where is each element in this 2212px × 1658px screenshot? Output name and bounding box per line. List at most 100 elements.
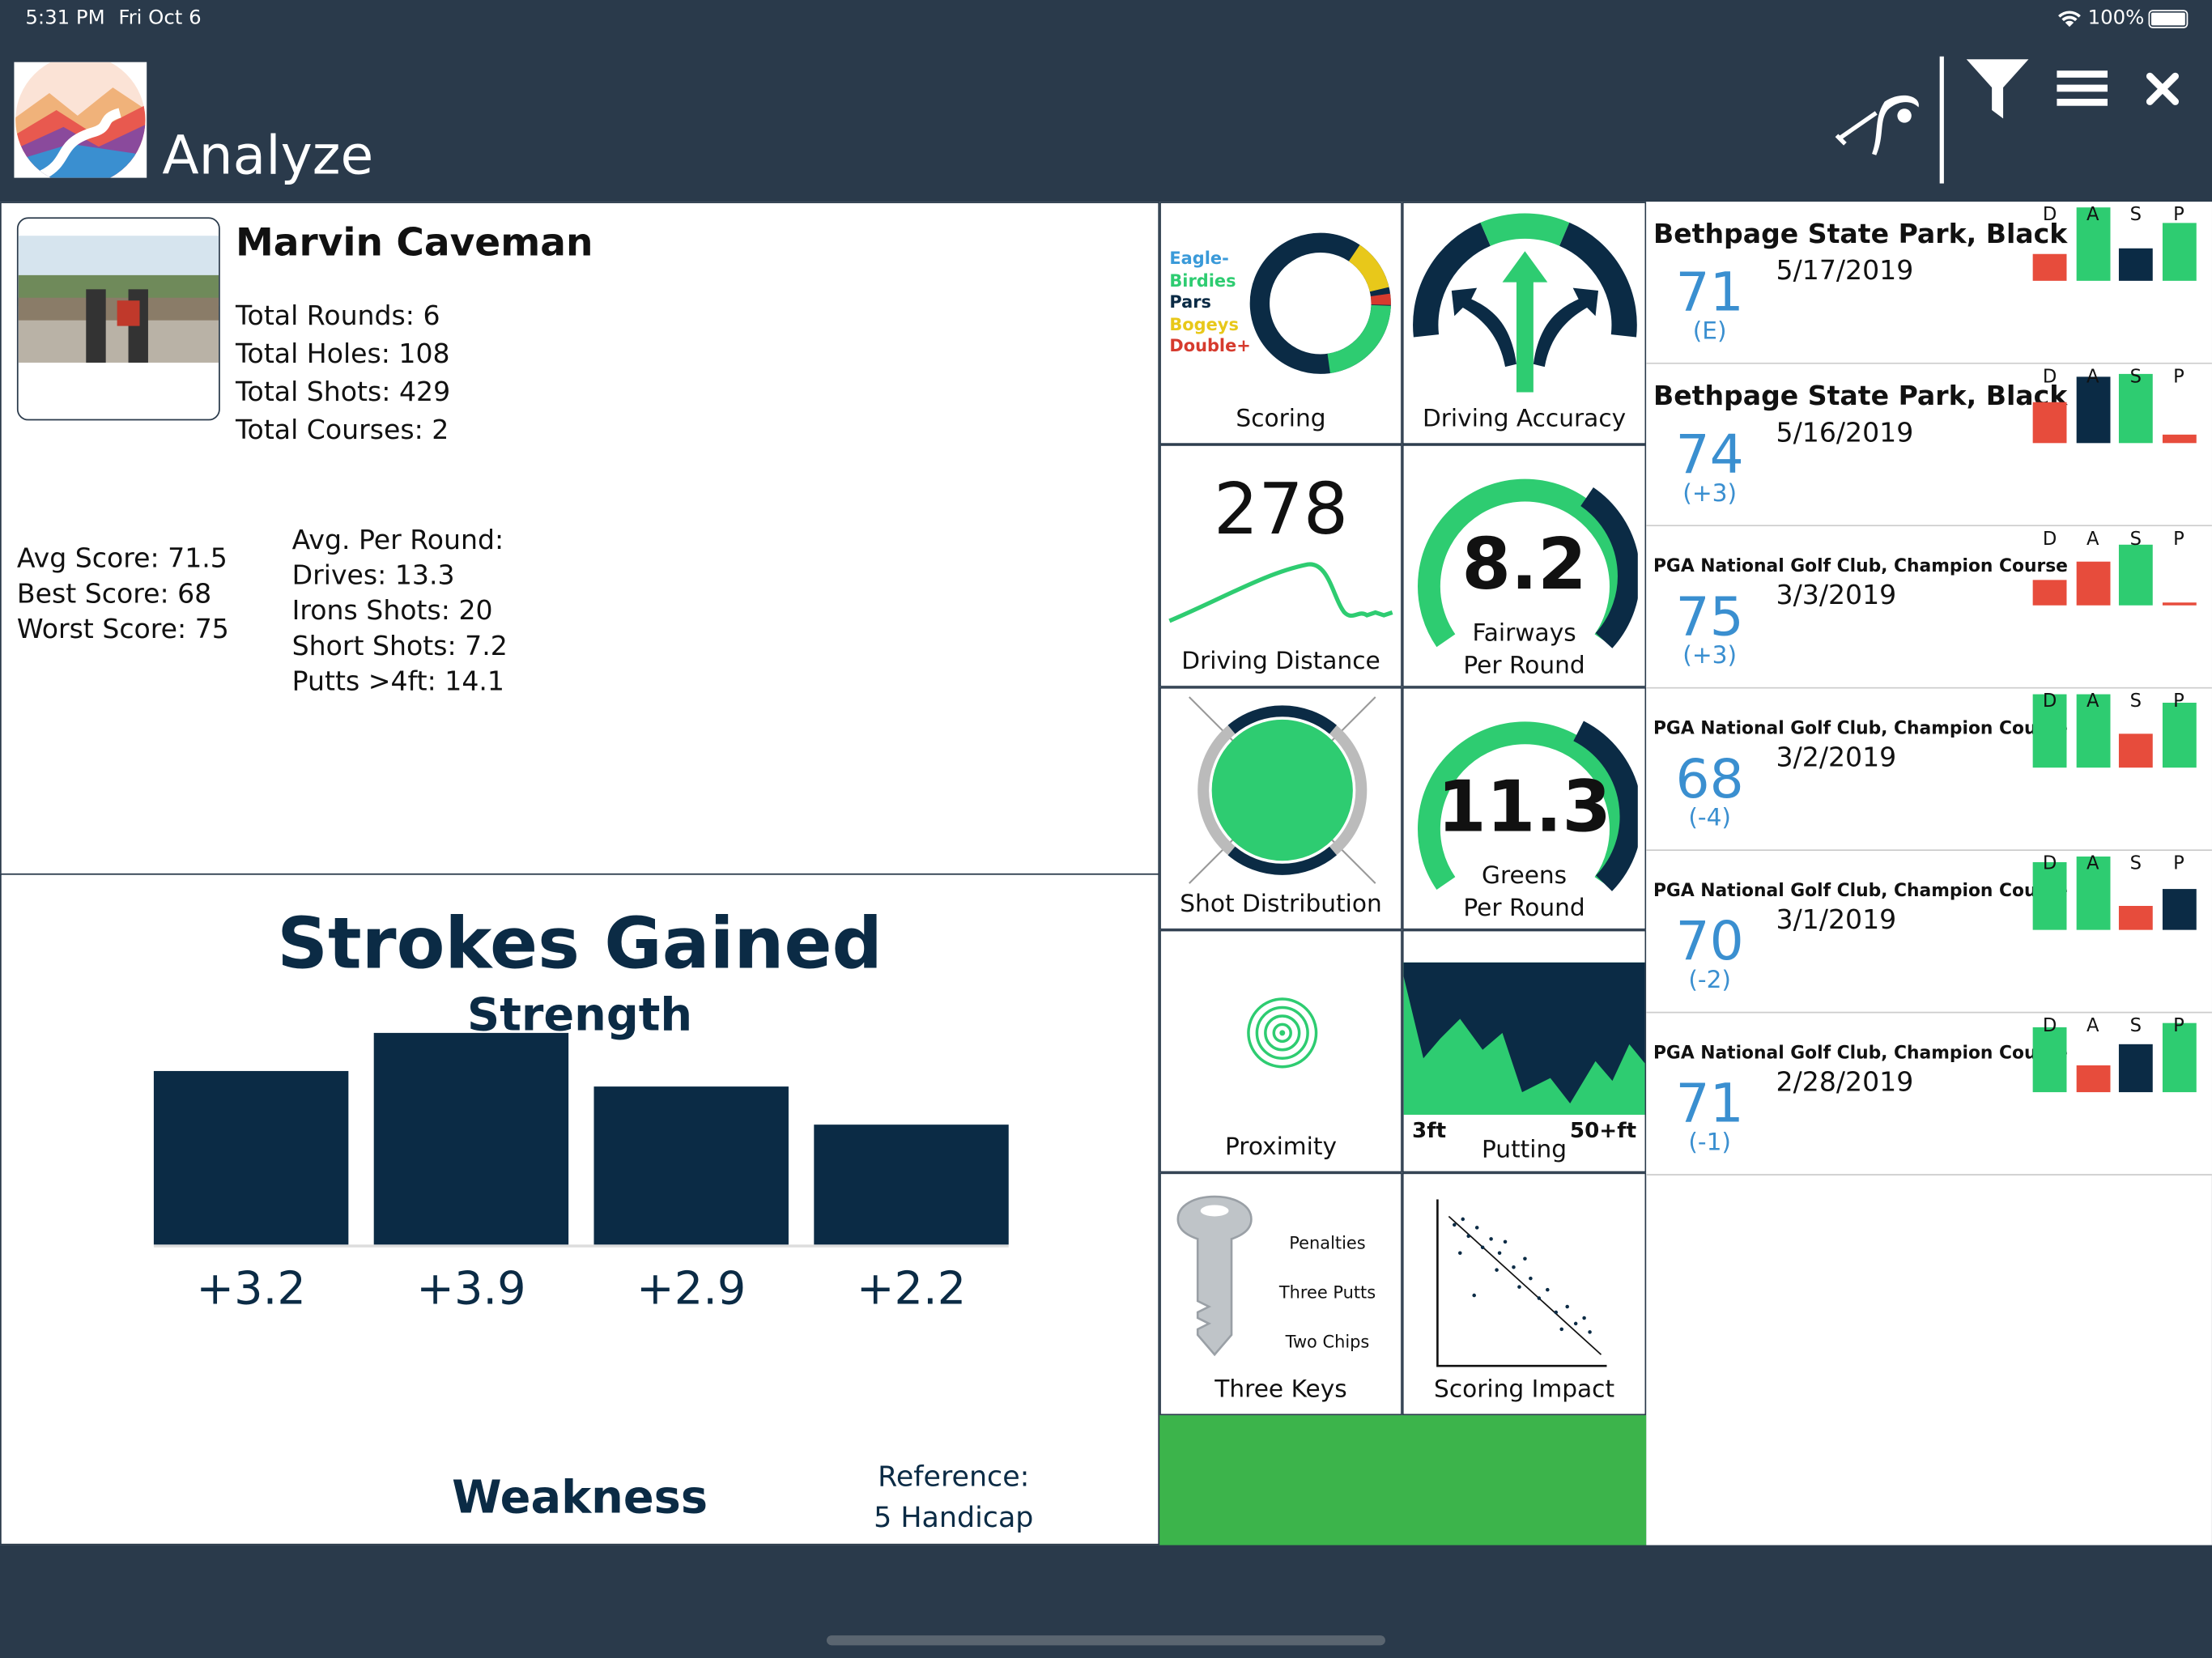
round-stat-letter: S — [2129, 367, 2142, 389]
strokes-gained-bar[interactable] — [593, 1086, 789, 1245]
reference-label: Reference: — [878, 1459, 1030, 1494]
key-three-putts: Three Putts — [1278, 1282, 1376, 1303]
key-icon — [1176, 1195, 1253, 1357]
strokes-gained-value-label: +2.2 — [856, 1261, 967, 1316]
round-stat-bar — [2118, 248, 2153, 281]
chart-baseline — [153, 1244, 1009, 1248]
player-name: Marvin Caveman — [235, 221, 593, 266]
greens-label-1: Greens — [1481, 861, 1568, 891]
weakness-label: Weakness — [452, 1470, 708, 1524]
strokes-gained-bar[interactable] — [814, 1124, 1009, 1245]
fairways-label-1: Fairways — [1472, 619, 1576, 648]
driving-accuracy-tile[interactable]: Driving Accuracy — [1402, 202, 1647, 445]
round-stat-bar — [2032, 1027, 2067, 1093]
legend-pars: Pars — [1169, 291, 1212, 312]
driving-distance-value: 278 — [1213, 468, 1349, 551]
round-score: 70 — [1675, 910, 1744, 972]
putts: Putts >4ft: 14.1 — [291, 665, 504, 698]
round-stat-letter: D — [2042, 691, 2057, 713]
scoring-impact-tile[interactable]: Scoring Impact — [1402, 1172, 1647, 1416]
filter-icon[interactable] — [1963, 57, 2031, 127]
round-stat-bar — [2032, 694, 2067, 768]
player-photo — [16, 217, 220, 421]
round-stat-letter: P — [2173, 853, 2184, 875]
greens-tile[interactable]: 11.3 Greens Per Round — [1402, 687, 1647, 930]
round-date: 3/3/2019 — [1776, 580, 1897, 611]
strokes-gained-value-label: +3.2 — [196, 1261, 306, 1316]
irons-shots: Irons Shots: 20 — [291, 595, 493, 627]
round-row[interactable]: PGA National Golf Club, Champion Course … — [1646, 1013, 2212, 1175]
round-stat-letter: A — [2086, 853, 2099, 875]
battery-icon — [2148, 10, 2189, 28]
fairways-tile[interactable]: 8.2 Fairways Per Round — [1402, 444, 1647, 687]
round-stat-letter: S — [2129, 529, 2142, 551]
strokes-gained-bar[interactable] — [373, 1032, 569, 1245]
player-summary-panel[interactable]: Marvin Caveman Total Rounds: 6 Total Hol… — [0, 202, 1160, 875]
round-stat-letter: P — [2173, 204, 2184, 226]
driving-distance-tile[interactable]: 278 Driving Distance — [1159, 444, 1402, 687]
round-stat-bar — [2032, 580, 2067, 606]
round-row[interactable]: PGA National Golf Club, Champion Course … — [1646, 688, 2212, 852]
round-stat-letter: S — [2129, 691, 2142, 713]
round-stat-bar — [2075, 857, 2110, 930]
round-row[interactable]: Bethpage State Park, Black 5/16/2019 74 … — [1646, 363, 2212, 527]
putting-label: Putting — [1481, 1136, 1568, 1164]
round-stat-letter: D — [2042, 367, 2057, 389]
page-title: Analyze — [162, 124, 374, 187]
round-score: 68 — [1675, 747, 1744, 810]
round-date: 3/1/2019 — [1776, 904, 1897, 936]
round-row[interactable]: Bethpage State Park, Black 5/17/2019 71 … — [1646, 202, 2212, 364]
round-stat-bar — [2162, 602, 2196, 606]
round-stat-bar — [2118, 1044, 2153, 1093]
avg-score: Avg Score: 71.5 — [16, 543, 228, 575]
round-to-par: (-4) — [1688, 804, 1731, 833]
scoring-tile[interactable]: Eagle- Birdies Pars Bogeys Double+ Scori… — [1159, 202, 1402, 445]
battery-percent: 100% — [2087, 6, 2145, 30]
per-round-stats: Avg. Per Round: Drives: 13.3 Irons Shots… — [292, 524, 508, 700]
round-score: 74 — [1675, 423, 1744, 486]
round-row[interactable]: PGA National Golf Club, Champion Course … — [1646, 526, 2212, 689]
reference-value: 5 Handicap — [874, 1499, 1034, 1534]
shot-distribution-tile[interactable]: Shot Distribution — [1159, 687, 1402, 930]
round-row[interactable]: PGA National Golf Club, Champion Course … — [1646, 851, 2212, 1014]
scoring-donut — [1249, 232, 1391, 374]
reference-note: Reference: 5 Handicap — [834, 1456, 1074, 1538]
round-stat-letter: D — [2042, 853, 2057, 875]
round-stat-bar — [2075, 694, 2110, 768]
round-stat-bar — [2162, 434, 2196, 444]
menu-icon[interactable] — [2057, 70, 2108, 113]
close-icon[interactable] — [2146, 72, 2180, 112]
fairways-value: 8.2 — [1461, 523, 1587, 606]
greens-value: 11.3 — [1437, 766, 1612, 848]
golfer-icon[interactable] — [1834, 87, 1925, 167]
scoring-label: Scoring — [1236, 405, 1326, 434]
round-stat-letter: D — [2042, 1015, 2057, 1038]
putting-tile[interactable]: 3ft 50+ft Putting — [1402, 929, 1647, 1173]
app-logo[interactable] — [14, 62, 147, 178]
three-keys-tile[interactable]: Penalties Three Putts Two Chips Three Ke… — [1159, 1172, 1402, 1416]
putting-chart — [1403, 962, 1645, 1115]
round-stat-bar — [2162, 223, 2196, 281]
short-shots: Short Shots: 7.2 — [291, 631, 508, 662]
best-score: Best Score: 68 — [16, 578, 212, 610]
green-footer-tile — [1159, 1415, 1647, 1545]
home-indicator[interactable] — [826, 1635, 1385, 1646]
round-stat-bar — [2075, 376, 2110, 444]
round-stat-bar — [2118, 373, 2153, 444]
round-stat-letter: P — [2173, 367, 2184, 389]
round-course: PGA National Golf Club, Champion Course — [1653, 716, 2068, 738]
round-stat-bar — [2162, 703, 2196, 768]
worst-score: Worst Score: 75 — [16, 614, 229, 645]
strokes-gained-bar[interactable] — [153, 1070, 349, 1245]
round-course: Bethpage State Park, Black — [1653, 219, 2068, 250]
round-stat-bar — [2075, 1065, 2110, 1093]
legend-bogeys: Bogeys — [1169, 313, 1239, 334]
status-date: Fri Oct 6 — [118, 6, 202, 30]
drives: Drives: 13.3 — [291, 559, 455, 592]
driving-distance-curve — [1168, 562, 1393, 623]
header-divider — [1939, 56, 1944, 184]
round-stat-letter: P — [2173, 529, 2184, 551]
proximity-tile[interactable]: Proximity — [1159, 929, 1402, 1173]
total-courses: Total Courses: 2 — [235, 414, 449, 446]
strokes-gained-panel[interactable]: Strokes Gained Strength +3.2 +3.9 +2.9 +2.2… — [0, 873, 1160, 1545]
